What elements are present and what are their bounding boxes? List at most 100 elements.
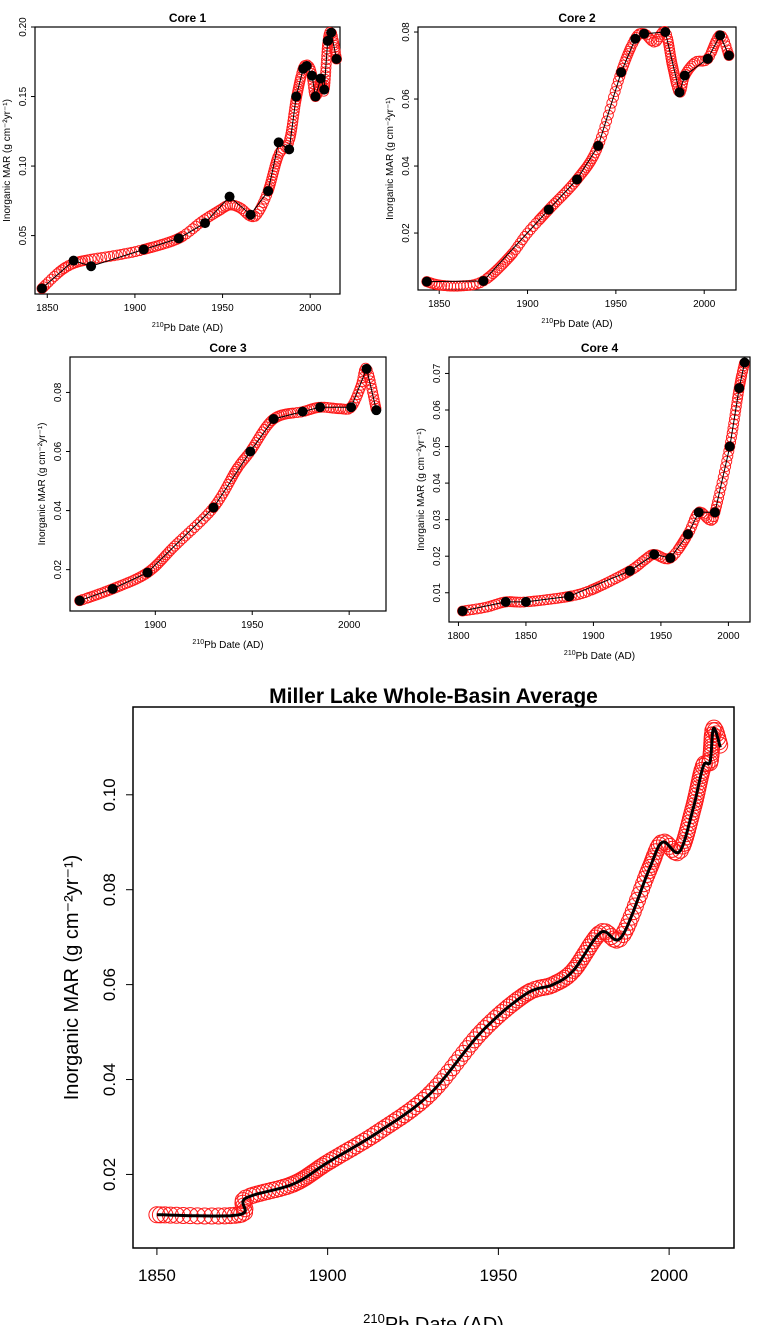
interpolated-point [299, 1167, 317, 1185]
interpolated-point [301, 1165, 319, 1183]
measured-point [322, 35, 333, 46]
interpolated-point [115, 248, 127, 260]
x-tick-label: 1950 [650, 631, 673, 642]
x-axis-label-superscript: 210 [541, 318, 553, 325]
interpolated-point [451, 1049, 469, 1067]
interpolated-point [238, 454, 249, 466]
plot-frame [34, 26, 341, 295]
interpolated-point [155, 555, 167, 567]
interpolated-point [730, 404, 742, 416]
interpolated-point [597, 126, 609, 138]
x-axis-label-text: Pb Date (AD) [553, 319, 612, 330]
measured-point [138, 244, 149, 255]
interpolated-point [728, 413, 740, 425]
measured-point [310, 91, 321, 102]
interpolated-point [92, 252, 104, 264]
interpolated-point [472, 1023, 490, 1041]
y-tick-label: 0.02 [53, 559, 64, 579]
panel-core2: Core 2 1850 1900 1950 2000 0.02 0.04 0.06 0.08 21… [385, 11, 737, 330]
interpolated-point [672, 544, 684, 556]
interpolated-point [469, 1027, 487, 1045]
interpolated-point [499, 998, 517, 1016]
x-axis-label-text: Pb Date (AD) [204, 640, 263, 651]
interpolated-point [476, 1020, 494, 1038]
interpolated-point [668, 844, 686, 862]
x-axis-label-superscript: 210 [152, 322, 164, 329]
measured-point [660, 27, 671, 38]
interpolated-point [727, 422, 739, 434]
x-axis-label-text: Pb Date (AD) [576, 651, 635, 662]
interpolated-point [632, 559, 644, 571]
y-tick-label: 0.10 [18, 156, 29, 176]
x-tick-label: 1900 [124, 303, 147, 314]
measured-point [37, 283, 48, 294]
y-tick-label: 0.06 [432, 400, 443, 420]
y-tick-label: 0.10 [100, 778, 119, 811]
interpolated-point [164, 545, 176, 556]
interpolated-point [517, 234, 528, 246]
interpolated-point [217, 487, 229, 499]
x-axis-label-superscript: 210 [564, 650, 576, 657]
interpolated-point [216, 490, 227, 502]
interpolated-point [324, 402, 336, 414]
x-axis-label-superscript: 210 [363, 1311, 385, 1325]
interpolated-point [514, 237, 526, 249]
interpolated-point [715, 482, 727, 494]
interpolated-point [524, 224, 536, 236]
interpolated-point [464, 279, 476, 291]
interpolated-point [366, 382, 378, 394]
x-axis-label-text: Pb Date (AD) [164, 323, 223, 334]
interpolated-point [721, 455, 733, 467]
interpolated-point [255, 429, 267, 441]
interpolated-point [580, 938, 598, 956]
x-tick-label: 1850 [515, 631, 538, 642]
interpolated-point [608, 91, 619, 103]
x-tick-label: 1950 [211, 303, 234, 314]
measured-point [572, 174, 582, 185]
interpolated-point [197, 513, 209, 525]
interpolated-point [252, 434, 264, 446]
interpolated-point [731, 396, 743, 408]
measured-point [624, 565, 635, 576]
interpolated-point [505, 993, 523, 1011]
y-tick-label: 0.08 [100, 873, 119, 906]
interpolated-point [495, 260, 507, 272]
interpolated-point [194, 516, 206, 528]
interpolated-point [624, 43, 636, 55]
interpolated-point [489, 266, 501, 278]
panel-average: Miller Lake Whole-Basin Average 1850 1900 1… [61, 685, 735, 1325]
interpolated-point [104, 250, 116, 262]
interpolated-point [184, 225, 196, 237]
interpolated-point [185, 524, 197, 536]
interpolated-point [559, 187, 571, 199]
plot-frame [69, 356, 387, 612]
y-tick-label: 0.04 [432, 473, 443, 493]
measured-point [723, 50, 734, 61]
interpolated-point [588, 927, 606, 945]
interpolated-point [638, 865, 656, 883]
interpolated-point [289, 102, 301, 114]
interpolated-point [714, 487, 726, 499]
y-tick-label: 0.02 [432, 546, 443, 566]
measured-point [478, 275, 489, 286]
measured-point [693, 507, 704, 518]
interpolated-point [479, 1016, 497, 1034]
y-tick-label: 0.08 [53, 382, 64, 402]
chart-title: Core 2 [558, 11, 596, 25]
measured-point [315, 73, 326, 84]
x-tick-label: 1900 [582, 631, 605, 642]
x-axis-label: 210Pb Date (AD) [541, 318, 612, 330]
chart-title: Core 1 [169, 11, 207, 25]
measured-point [173, 233, 184, 244]
measured-point [319, 84, 330, 95]
interpolated-point [557, 189, 569, 201]
interpolated-point [728, 418, 740, 430]
interpolated-point [126, 246, 138, 258]
x-axis-label-superscript: 210 [192, 639, 204, 646]
interpolated-point [489, 1007, 507, 1025]
interpolated-point [414, 1091, 432, 1109]
measured-point [679, 70, 690, 81]
measured-point [616, 67, 627, 78]
interpolated-point [111, 249, 123, 261]
